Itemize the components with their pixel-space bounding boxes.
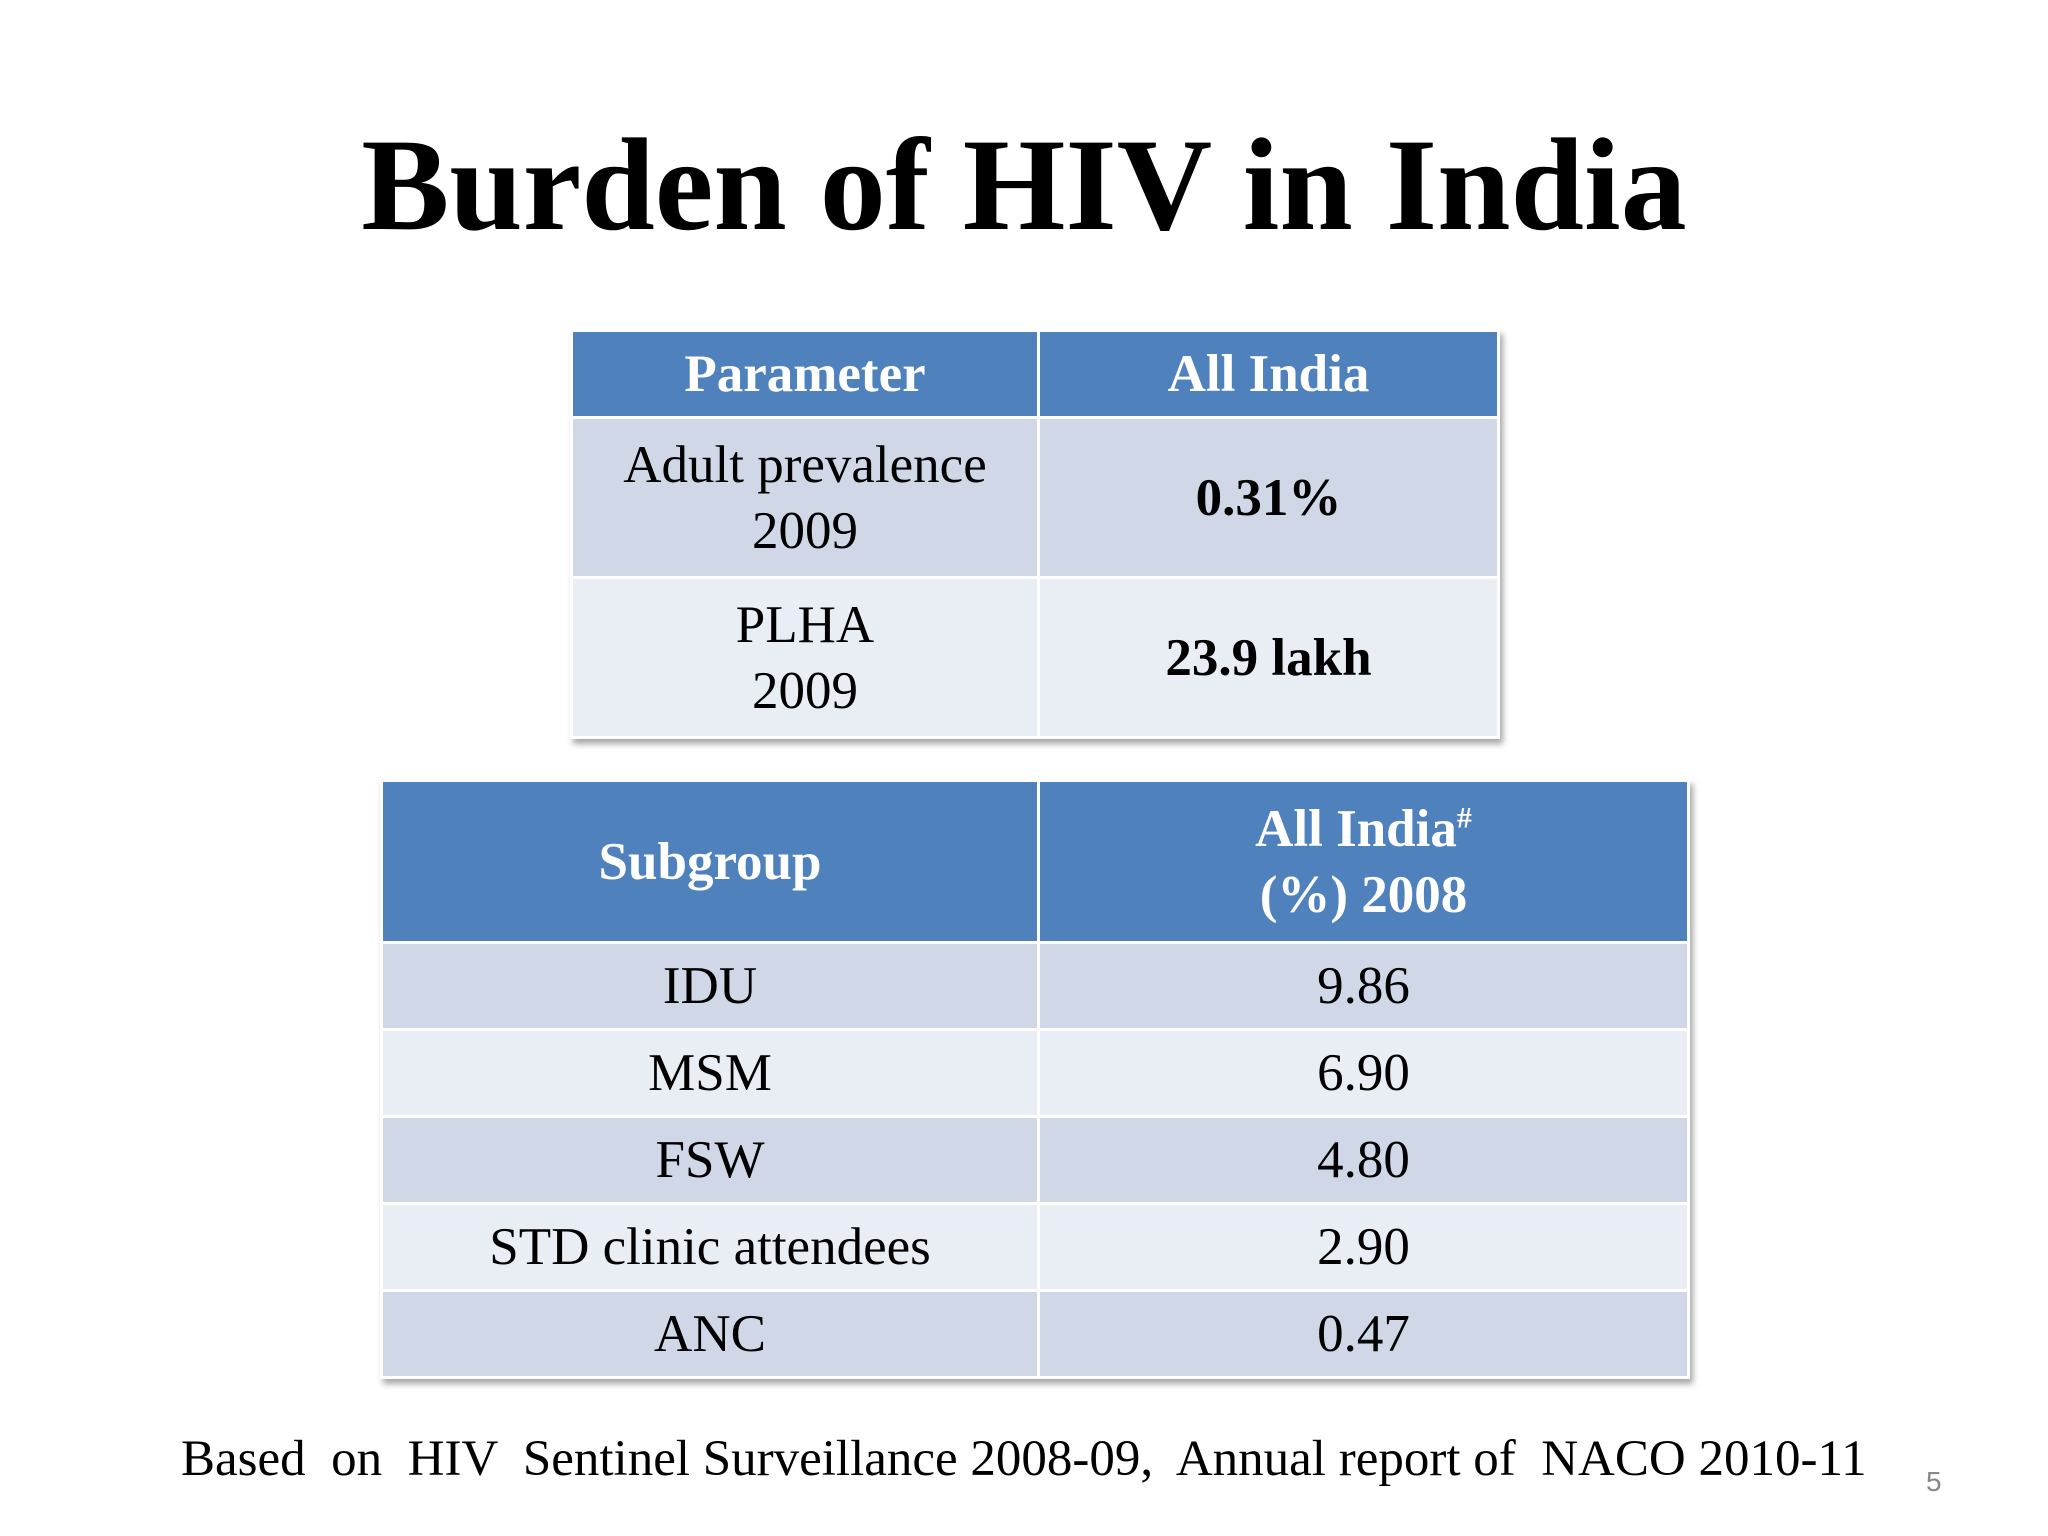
cell: STD clinic attendees <box>380 1202 1040 1292</box>
cell-line: PLHA <box>735 595 875 654</box>
cell: 6.90 <box>1037 1028 1690 1118</box>
cell: 2.90 <box>1037 1202 1690 1292</box>
cell: Adult prevalence 2009 <box>570 416 1040 579</box>
source-note: Based on HIV Sentinel Surveillance 2008-… <box>181 1431 1867 1487</box>
cell: FSW <box>380 1115 1040 1205</box>
header-cell: Subgroup <box>380 779 1040 944</box>
header-cell: Parameter <box>570 329 1040 419</box>
cell-line: 2009 <box>752 661 858 720</box>
row: ANC 0.47 <box>380 1289 1690 1379</box>
footnote-mark: # <box>1456 800 1472 834</box>
cell: IDU <box>380 941 1040 1031</box>
row: Adult prevalence 2009 0.31% <box>570 416 1500 579</box>
table-parameters: Parameter All India Adult prevalence 2009… <box>570 329 1500 739</box>
cell: 9.86 <box>1037 941 1690 1031</box>
cell-line: Adult prevalence <box>623 435 987 494</box>
cell: PLHA 2009 <box>570 576 1040 739</box>
table-subgroups: Subgroup All India# (%) 2008 IDU 9.86 MSM 6.… <box>380 779 1690 1379</box>
row: STD clinic attendees 2.90 <box>380 1202 1690 1292</box>
row: IDU 9.86 <box>380 941 1690 1031</box>
header-cell: All India <box>1037 329 1500 419</box>
cell: 23.9 lakh <box>1037 576 1500 739</box>
header-cell: All India# (%) 2008 <box>1037 779 1690 944</box>
title: Burden of HIV in India <box>361 111 1687 258</box>
header-text: All India <box>1255 799 1457 858</box>
cell: 4.80 <box>1037 1115 1690 1205</box>
header-text: (%) 2008 <box>1259 865 1468 924</box>
cell-line: 2009 <box>752 501 858 560</box>
row: MSM 6.90 <box>380 1028 1690 1118</box>
header-row: Subgroup All India# (%) 2008 <box>380 779 1690 944</box>
cell: MSM <box>380 1028 1040 1118</box>
page-number: 5 <box>1926 1466 1942 1497</box>
cell: ANC <box>380 1289 1040 1379</box>
row: PLHA 2009 23.9 lakh <box>570 576 1500 739</box>
cell: 0.47 <box>1037 1289 1690 1379</box>
header-row: Parameter All India <box>570 329 1500 419</box>
row: FSW 4.80 <box>380 1115 1690 1205</box>
cell: 0.31% <box>1037 416 1500 579</box>
